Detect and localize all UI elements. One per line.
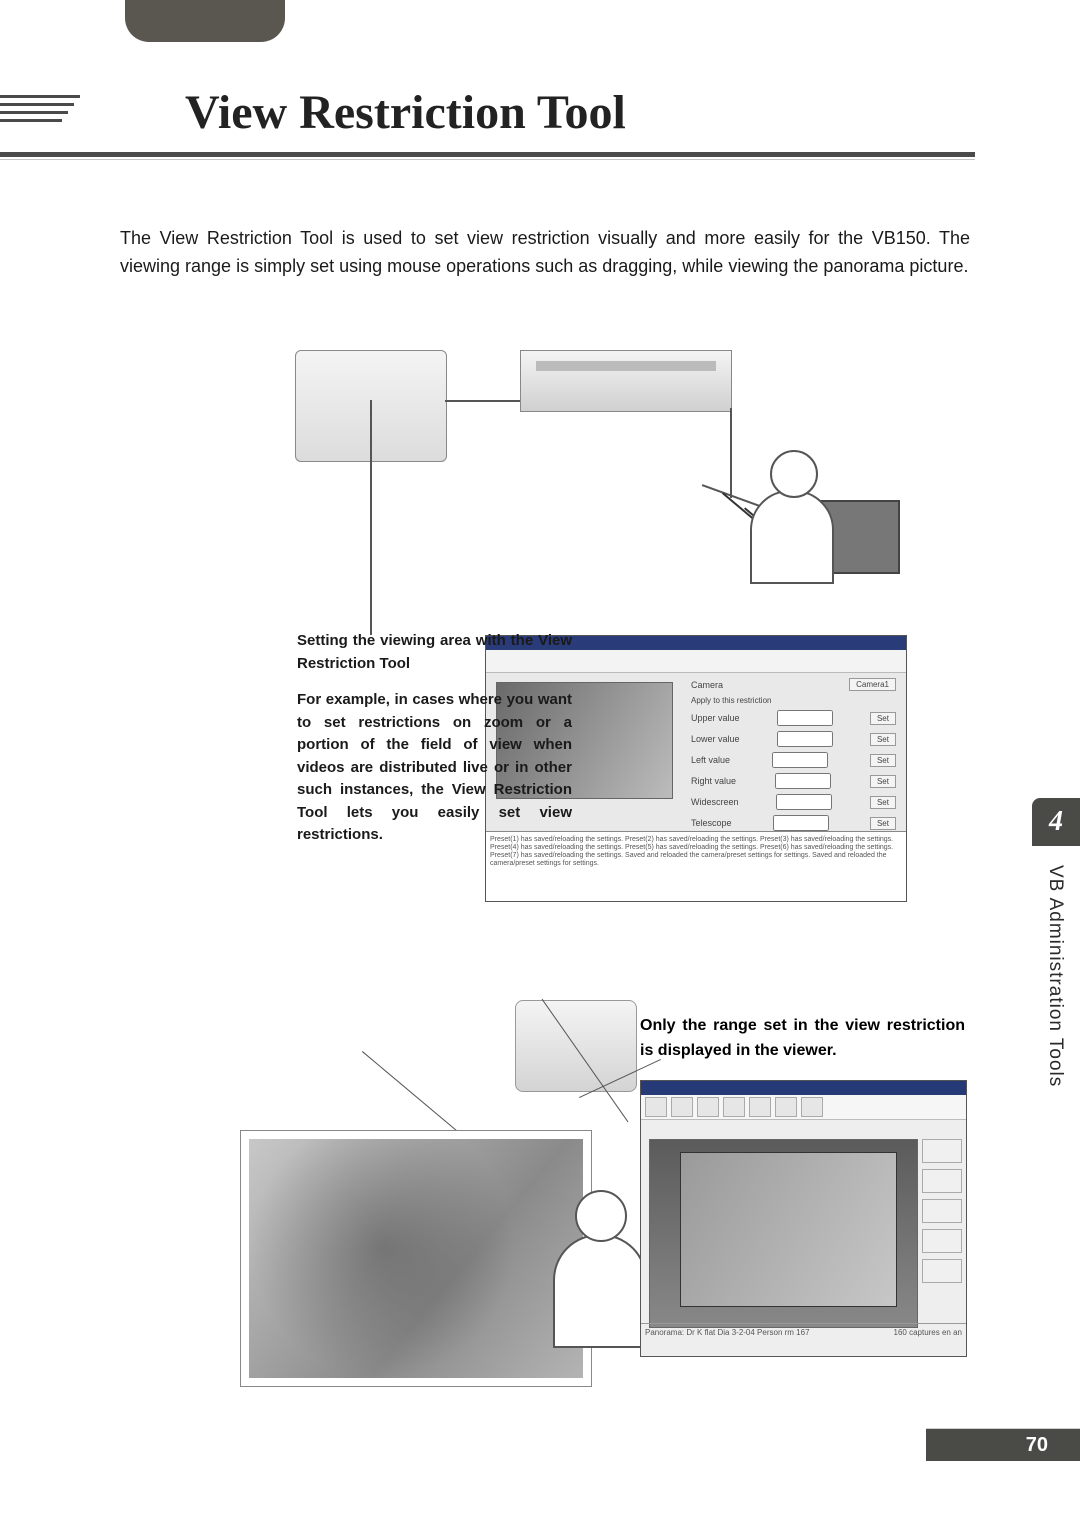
set-button[interactable]: Set [870, 817, 896, 830]
status-bar: Panorama: Dr K flat Dia 3-2-04 Person rm… [641, 1323, 966, 1356]
caption1-heading: Setting the viewing area with the View R… [297, 630, 572, 675]
toolbar-button[interactable] [775, 1097, 797, 1117]
set-button[interactable]: Set [870, 733, 896, 746]
restriction-fields: Camera Camera1 Apply to this restriction… [691, 678, 896, 854]
set-button[interactable]: Set [870, 712, 896, 725]
field-label: Upper value [691, 713, 740, 723]
viewer-app-window: Panorama: Dr K flat Dia 3-2-04 Person rm… [640, 1080, 967, 1357]
vb-unit-icon [520, 350, 732, 412]
field-label: Left value [691, 755, 730, 765]
status-text: Panorama: Dr K flat Dia 3-2-04 Person rm… [645, 1328, 810, 1337]
right-input[interactable] [775, 773, 831, 789]
toolbar-button[interactable] [801, 1097, 823, 1117]
live-video-area [649, 1139, 918, 1328]
field-label: Widescreen [691, 797, 739, 807]
title-rule-thin [0, 159, 975, 160]
chapter-number-tab: 4 [1032, 798, 1080, 846]
set-button[interactable]: Set [870, 775, 896, 788]
operator-icon [715, 450, 905, 625]
restricted-panorama-image [249, 1139, 583, 1378]
title-rule [0, 152, 975, 157]
field-label: Telescope [691, 818, 732, 828]
apply-checkbox-label: Apply to this restriction [691, 696, 771, 705]
field-label: Right value [691, 776, 736, 786]
figure-viewer-diagram: Only the range set in the view restricti… [240, 1000, 970, 1420]
status-corner: 160 captures en an [894, 1328, 963, 1337]
set-button[interactable]: Set [870, 796, 896, 809]
caption1-body: For example, in cases where you want to … [297, 689, 572, 847]
page-title: View Restriction Tool [185, 85, 626, 140]
restricted-view-frame [240, 1130, 592, 1387]
camera-select[interactable]: Camera1 [849, 678, 896, 691]
lower-input[interactable] [777, 731, 833, 747]
left-margin-rules [0, 95, 100, 127]
toolbar-button[interactable] [697, 1097, 719, 1117]
intro-paragraph: The View Restriction Tool is used to set… [120, 225, 970, 281]
field-label: Camera [691, 680, 723, 690]
window-titlebar [641, 1081, 966, 1095]
page-number-bar: 70 [926, 1429, 1080, 1461]
page: View Restriction Tool The View Restricti… [0, 0, 1080, 1523]
sidebar-button[interactable] [922, 1139, 962, 1163]
set-button[interactable]: Set [870, 754, 896, 767]
chapter-title-vertical: VB Administration Tools [1044, 865, 1066, 1087]
toolbar-button[interactable] [723, 1097, 745, 1117]
page-number: 70 [1026, 1434, 1048, 1457]
wide-input[interactable] [776, 794, 832, 810]
field-label: Lower value [691, 734, 740, 744]
toolbar-button[interactable] [645, 1097, 667, 1117]
viewer-user-icon [545, 1190, 655, 1350]
sidebar-button[interactable] [922, 1259, 962, 1283]
viewer-toolbar [641, 1095, 966, 1120]
figure1-caption: Setting the viewing area with the View R… [297, 630, 572, 847]
toolbar-button[interactable] [749, 1097, 771, 1117]
left-input[interactable] [772, 752, 828, 768]
top-tab-decoration [125, 0, 285, 42]
figure2-caption: Only the range set in the view restricti… [640, 1014, 965, 1064]
viewer-sidebar [922, 1139, 962, 1328]
sidebar-button[interactable] [922, 1199, 962, 1223]
sidebar-button[interactable] [922, 1169, 962, 1193]
sidebar-button[interactable] [922, 1229, 962, 1253]
tele-input[interactable] [773, 815, 829, 831]
upper-input[interactable] [777, 710, 833, 726]
toolbar-button[interactable] [671, 1097, 693, 1117]
